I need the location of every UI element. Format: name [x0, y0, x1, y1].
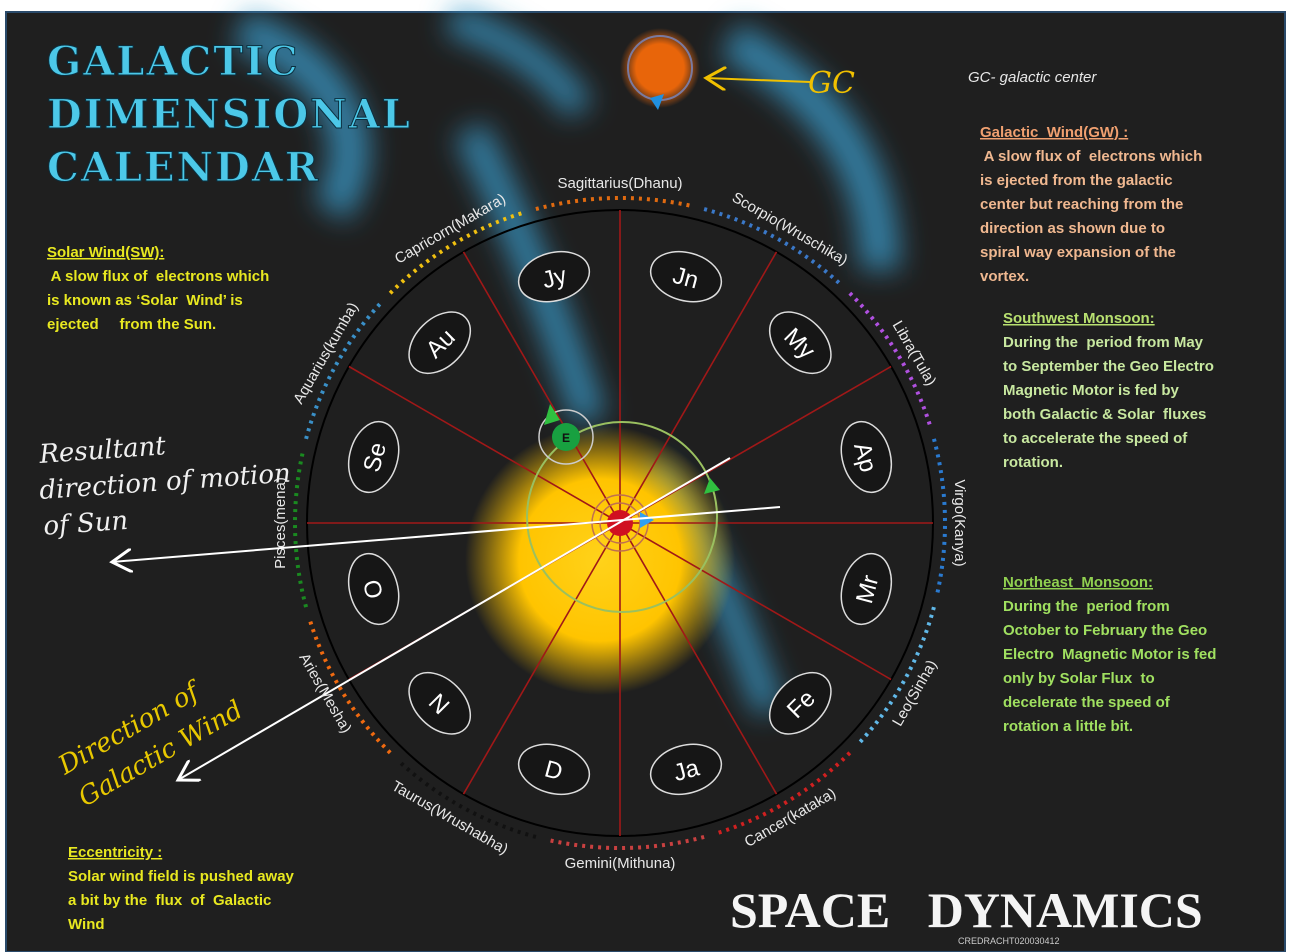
note-line: to accelerate the speed of	[1003, 430, 1188, 447]
note-line: center but reaching from the	[980, 196, 1183, 213]
note-line: to September the Geo Electro	[1003, 358, 1214, 375]
note-line: Solar wind field is pushed away	[68, 868, 295, 885]
zodiac-label: Gemini(Mithuna)	[565, 855, 676, 872]
footer-title: SPACE DYNAMICS	[730, 882, 1203, 938]
note-line: ejected from the Sun.	[47, 316, 216, 333]
note-line: direction as shown due to	[980, 220, 1165, 237]
resultant-label: of Sun	[42, 506, 129, 542]
note-line: vortex.	[980, 268, 1029, 285]
note-line: spiral way expansion of the	[980, 244, 1176, 261]
zodiac-label: Sagittarius(Dhanu)	[557, 175, 682, 192]
earth-label: E	[562, 431, 570, 445]
note-line: a bit by the flux of Galactic	[68, 892, 271, 909]
note-line: rotation a little bit.	[1003, 718, 1133, 735]
note-line: is ejected from the galactic	[980, 172, 1173, 189]
note-line: both Galactic & Solar fluxes	[1003, 406, 1206, 423]
note-heading: Galactic Wind(GW) :	[980, 124, 1128, 141]
footer-code: CREDRACHT020030412	[958, 936, 1060, 946]
gc-label: GC	[808, 66, 855, 101]
note-line: rotation.	[1003, 454, 1063, 471]
note-line: October to February the Geo	[1003, 622, 1207, 639]
note-line: A slow flux of electrons which	[47, 268, 269, 285]
note-line: During the period from	[1003, 598, 1170, 615]
note-line: During the period from May	[1003, 334, 1204, 351]
title-line: DIMENSIONAL	[47, 91, 412, 138]
zodiac-label: Pisces(mena)	[272, 477, 289, 569]
note-line: A slow flux of electrons which	[980, 148, 1202, 165]
sun-glow	[465, 425, 735, 695]
zodiac-label: Virgo(Kanya)	[951, 479, 968, 566]
note-heading: Northeast Monsoon:	[1003, 574, 1153, 591]
title-line: GALACTIC	[47, 38, 300, 85]
note-line: is known as ‘Solar Wind’ is	[47, 292, 243, 309]
note-line: only by Solar Flux to	[1003, 670, 1155, 687]
title-line: CALENDAR	[47, 144, 320, 191]
note-heading: Eccentricity :	[68, 844, 162, 861]
note-heading: Solar Wind(SW):	[47, 244, 164, 261]
note-line: decelerate the speed of	[1003, 694, 1171, 711]
note-line: Wind	[68, 916, 105, 933]
note-line: Electro Magnetic Motor is fed	[1003, 646, 1216, 663]
gc-note: GC- galactic center	[968, 69, 1097, 86]
diagram: JnMyApMrFeJaDNOSeAuJyE Sagittarius(Dhanu…	[0, 0, 1291, 952]
note-line: Magnetic Motor is fed by	[1003, 382, 1180, 399]
note-heading: Southwest Monsoon:	[1003, 310, 1155, 327]
